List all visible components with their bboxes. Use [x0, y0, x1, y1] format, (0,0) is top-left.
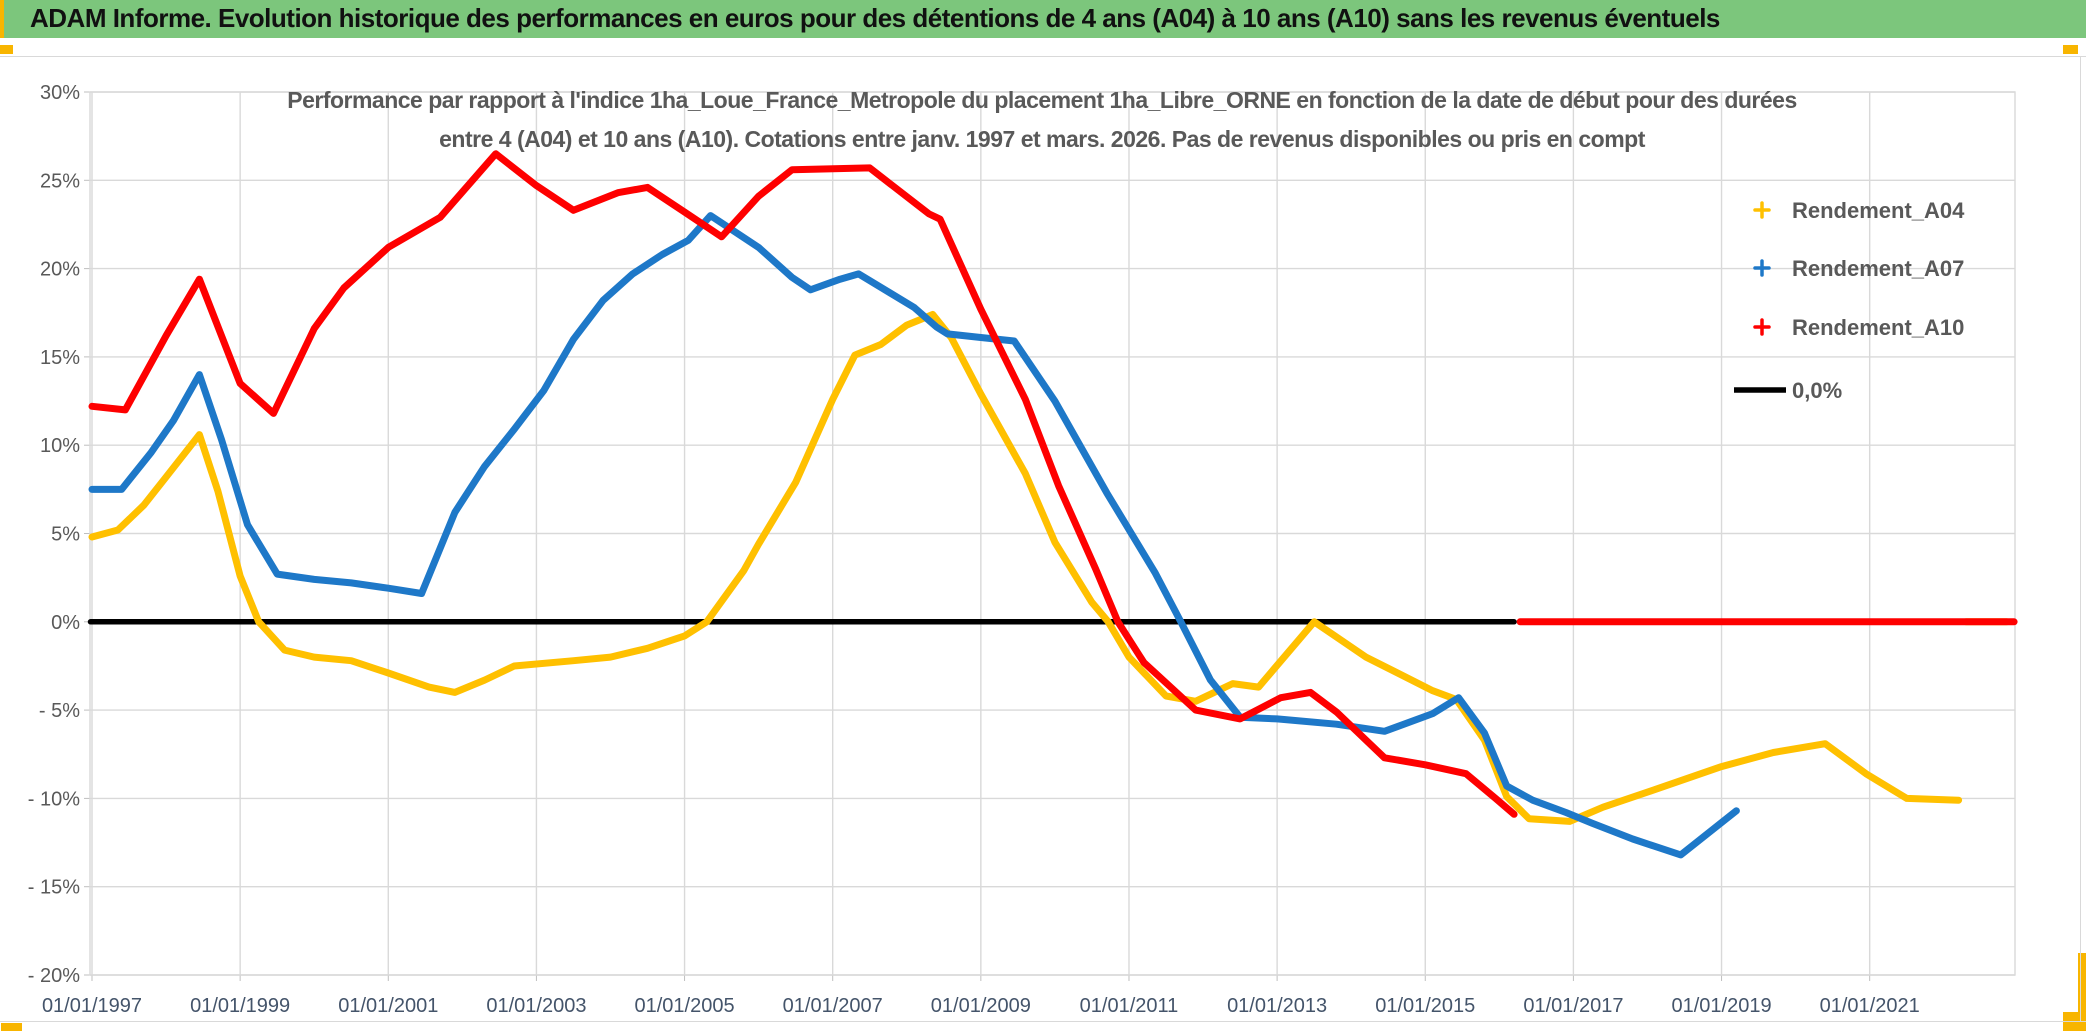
legend-item-rendement-a04: Rendement_A04	[1753, 198, 1965, 223]
y-tick-label: 0%	[51, 612, 80, 634]
series-rendement-a10	[88, 150, 2018, 818]
plus-marker-icon	[1753, 259, 1771, 277]
plot-border	[89, 91, 2016, 976]
y-tick-label: 30%	[40, 82, 80, 104]
x-tick-label: 01/01/2019	[1671, 995, 1771, 1017]
y-tick-label: 10%	[40, 435, 80, 457]
x-tick-label: 01/01/2003	[486, 995, 586, 1017]
x-tick-label: 01/01/2015	[1375, 995, 1475, 1017]
chart-title: Performance par rapport à l'indice 1ha_L…	[287, 87, 1797, 152]
series-line	[88, 212, 1740, 859]
y-tick-label: - 15%	[28, 877, 80, 899]
legend: Rendement_A04 Rendement_A07 Rendement_A10 0…	[1734, 198, 1965, 403]
accent-top-left	[0, 45, 13, 54]
x-tick-label: 01/01/2005	[635, 995, 735, 1017]
chart-bottom-edge	[0, 1021, 2086, 1022]
legend-label: Rendement_A04	[1792, 198, 1965, 223]
y-tick-label: - 10%	[28, 788, 80, 810]
chart-canvas: 30% 25% 20% 15% 10% 5% 0% - 5% - 10% - 15% - 20% 01…	[28, 82, 2018, 1017]
x-tick-label: 01/01/1997	[42, 995, 142, 1017]
chart-title-line2: entre 4 (A04) et 10 ans (A10). Cotations…	[439, 126, 1646, 152]
x-tick-label: 01/01/2009	[931, 995, 1031, 1017]
app-header: ADAM Informe. Evolution historique des p…	[0, 0, 2086, 38]
x-tick-label: 01/01/2017	[1523, 995, 1623, 1017]
accent-top-right	[2063, 45, 2078, 54]
plus-marker-icon	[1753, 201, 1771, 219]
header-title: ADAM Informe. Evolution historique des p…	[30, 3, 1720, 33]
y-tick-label: 25%	[40, 170, 80, 192]
y-tick-label: 20%	[40, 259, 80, 281]
legend-item-rendement-a07: Rendement_A07	[1753, 256, 1964, 281]
x-tick-label: 01/01/2001	[338, 995, 438, 1017]
x-tick-label: 01/01/2013	[1227, 995, 1327, 1017]
accent-bottom-left	[1, 1023, 22, 1031]
legend-label: Rendement_A10	[1792, 315, 1964, 340]
series-line	[88, 150, 1518, 818]
x-tick-label: 01/01/2007	[783, 995, 883, 1017]
legend-label: 0,0%	[1792, 378, 1842, 403]
y-tick-label: 15%	[40, 347, 80, 369]
series-line	[88, 311, 1963, 825]
header-strip	[0, 38, 2086, 57]
chart-object: 30% 25% 20% 15% 10% 5% 0% - 5% - 10% - 15% - 20% 01…	[0, 56, 2086, 1036]
series-layer	[87, 150, 2018, 859]
accent-right-bar	[2078, 953, 2086, 1013]
legend-item-rendement-a10: Rendement_A10	[1753, 315, 1964, 340]
plus-marker-icon	[1753, 318, 1771, 336]
chart-right-edge	[2080, 56, 2081, 1021]
y-tick-label: - 20%	[28, 965, 80, 987]
legend-label: Rendement_A07	[1792, 256, 1964, 281]
x-tick-label: 01/01/2011	[1080, 995, 1179, 1017]
axis-labels: 30% 25% 20% 15% 10% 5% 0% - 5% - 10% - 15% - 20% 01…	[28, 82, 1920, 1017]
series-rendement-a07	[88, 212, 1740, 859]
legend-item-0-0-: 0,0%	[1734, 378, 1842, 403]
y-tick-label: 5%	[51, 524, 80, 546]
x-tick-label: 01/01/2021	[1820, 995, 1920, 1017]
y-tick-label: - 5%	[39, 700, 80, 722]
x-tick-label: 01/01/1999	[190, 995, 290, 1017]
chart-title-line1: Performance par rapport à l'indice 1ha_L…	[287, 87, 1797, 113]
